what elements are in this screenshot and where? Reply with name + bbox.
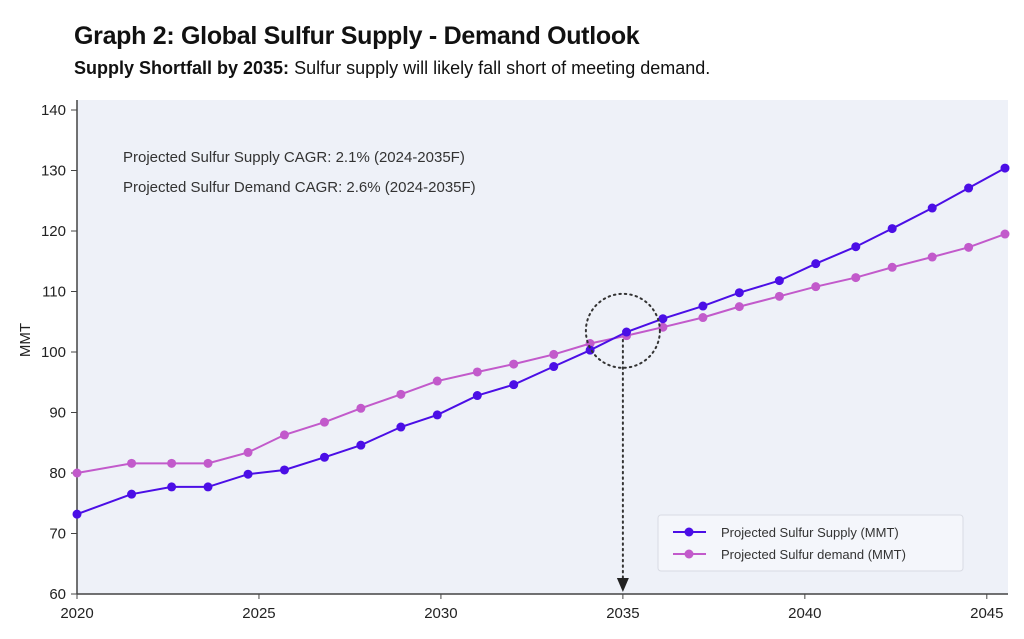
data-point: [887, 262, 897, 272]
y-tick-label: 60: [49, 586, 66, 603]
legend-demand-marker: [684, 549, 694, 559]
crossover-highlight-circle: [584, 292, 661, 369]
subtitle-text: Sulfur supply will likely fall short of …: [289, 58, 711, 78]
y-tick-label: 120: [41, 223, 66, 240]
data-point: [734, 288, 744, 298]
data-point: [927, 252, 937, 262]
y-tick-label: 130: [41, 163, 66, 180]
y-tick-label: 70: [49, 526, 66, 543]
series-group: [72, 163, 1010, 519]
y-tick-label: 110: [42, 284, 66, 301]
data-point: [319, 452, 329, 462]
data-point: [432, 410, 442, 420]
subtitle-bold: Supply Shortfall by 2035:: [74, 58, 290, 78]
data-point: [356, 403, 366, 413]
legend-supply-label: Projected Sulfur Supply (MMT): [721, 525, 899, 540]
data-point: [549, 349, 559, 359]
data-point: [811, 259, 821, 269]
data-point: [472, 367, 482, 377]
y-tick-label: 100: [41, 344, 66, 361]
y-tick-label: 90: [49, 405, 66, 422]
data-point: [811, 282, 821, 292]
data-point: [734, 302, 744, 312]
data-point: [774, 276, 784, 286]
crossover-highlight: [584, 292, 661, 592]
data-point: [203, 482, 213, 492]
legend: Projected Sulfur Supply (MMT) Projected …: [657, 514, 964, 572]
x-tick-label: 2020: [60, 605, 93, 622]
data-point: [279, 465, 289, 475]
data-point: [319, 417, 329, 427]
data-point: [851, 242, 861, 252]
plot-background: [77, 100, 1008, 594]
data-point: [167, 482, 177, 492]
data-point: [509, 380, 519, 390]
data-point: [396, 389, 406, 399]
y-ticks: 60 70 80 90 100 110 120 130 140: [41, 102, 77, 603]
chart-subtitle: Supply Shortfall by 2035: Sulfur supply …: [74, 58, 710, 79]
y-axis-label: MMT: [17, 323, 34, 357]
data-point: [658, 314, 668, 324]
y-tick-label: 80: [49, 465, 66, 482]
annotation-demand-cagr: Projected Sulfur Demand CAGR: 2.6% (2024…: [123, 179, 476, 196]
data-point: [279, 430, 289, 440]
data-point: [964, 183, 974, 193]
data-point: [964, 242, 974, 252]
data-point: [396, 422, 406, 432]
series-demand: [72, 229, 1010, 478]
data-point: [622, 327, 632, 337]
y-tick-label: 140: [41, 102, 66, 119]
data-point: [1000, 229, 1010, 239]
legend-box: [657, 514, 964, 572]
data-point: [72, 468, 82, 478]
data-point: [243, 447, 253, 457]
data-point: [356, 440, 366, 450]
x-tick-label: 2035: [606, 605, 639, 622]
x-tick-label: 2040: [788, 605, 821, 622]
legend-demand-label: Projected Sulfur demand (MMT): [721, 547, 906, 562]
data-point: [698, 313, 708, 323]
data-point: [549, 362, 559, 372]
data-point: [851, 273, 861, 283]
chart-title: Graph 2: Global Sulfur Supply - Demand O…: [74, 22, 640, 50]
data-point: [1000, 163, 1010, 173]
data-point: [243, 469, 253, 479]
data-point: [472, 391, 482, 401]
data-point: [509, 359, 519, 369]
annotation-supply-cagr: Projected Sulfur Supply CAGR: 2.1% (2024…: [123, 149, 465, 166]
arrow-head-icon: [616, 578, 629, 592]
data-point: [127, 489, 137, 499]
x-tick-label: 2025: [242, 605, 275, 622]
data-point: [72, 509, 82, 519]
x-tick-label: 2030: [424, 605, 457, 622]
data-point: [698, 301, 708, 311]
data-point: [203, 458, 213, 468]
data-point: [127, 458, 137, 468]
data-point: [927, 203, 937, 213]
data-point: [167, 458, 177, 468]
legend-supply-marker: [684, 527, 694, 537]
series-supply: [72, 163, 1010, 519]
data-point: [774, 291, 784, 301]
data-point: [887, 224, 897, 234]
x-ticks: 2020 2025 2030 2035 2040 2045: [60, 594, 1003, 622]
data-point: [432, 376, 442, 386]
x-tick-label: 2045: [970, 605, 1003, 622]
